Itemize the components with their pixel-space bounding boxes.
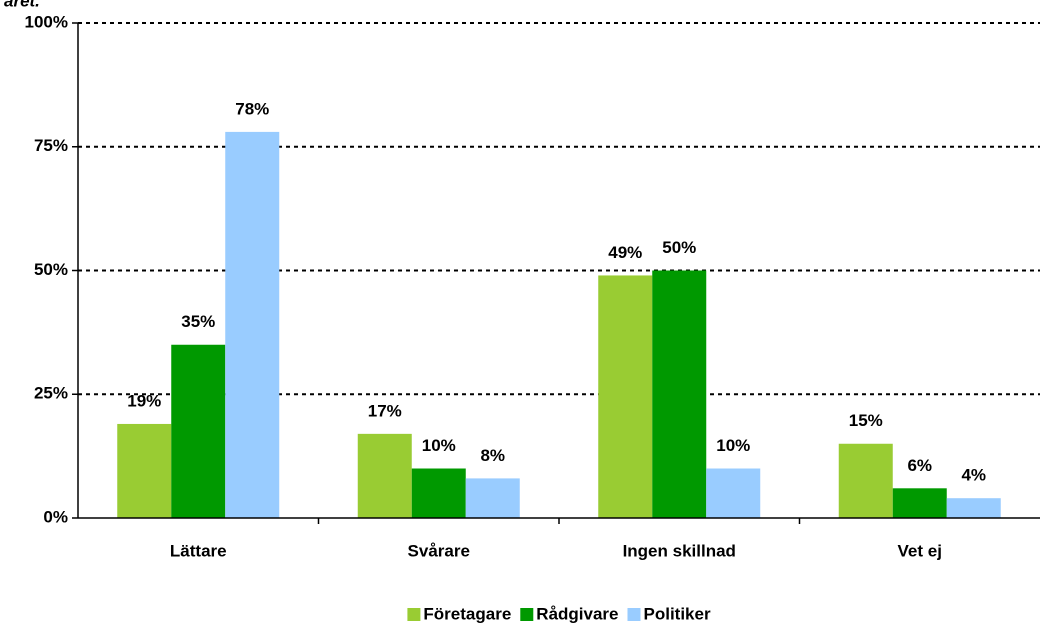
- legend-label: Företagare: [423, 604, 511, 623]
- bar: [171, 344, 226, 518]
- y-tick-label: 100%: [25, 12, 68, 31]
- x-tick-label: Lättare: [170, 541, 227, 560]
- bar: [225, 131, 280, 518]
- value-label: 10%: [716, 436, 750, 455]
- bar: [465, 478, 520, 518]
- chart-title: året.: [4, 0, 40, 10]
- value-label: 35%: [181, 312, 215, 331]
- value-label: 19%: [127, 391, 161, 410]
- bar: [838, 443, 893, 518]
- value-label: 4%: [961, 466, 986, 485]
- value-label: 10%: [422, 436, 456, 455]
- bar: [117, 423, 172, 518]
- x-tick-label: Ingen skillnad: [623, 541, 736, 560]
- y-tick-label: 50%: [34, 260, 68, 279]
- value-label: 17%: [368, 401, 402, 420]
- value-label: 78%: [235, 99, 269, 118]
- value-label: 50%: [662, 238, 696, 257]
- legend-label: Politiker: [643, 604, 710, 623]
- y-tick-label: 75%: [34, 136, 68, 155]
- value-label: 8%: [480, 446, 505, 465]
- x-tick-label: Svårare: [408, 541, 470, 560]
- x-tick-label: Vet ej: [898, 541, 942, 560]
- value-label: 6%: [907, 456, 932, 475]
- bar: [946, 498, 1001, 518]
- y-tick-label: 25%: [34, 384, 68, 403]
- bar: [706, 468, 761, 518]
- bar: [892, 488, 947, 518]
- bar: [652, 270, 707, 518]
- value-label: 15%: [849, 411, 883, 430]
- legend-swatch: [407, 608, 421, 621]
- bar: [411, 468, 466, 518]
- legend-swatch: [520, 608, 534, 621]
- legend-swatch: [627, 608, 641, 621]
- y-tick-label: 0%: [43, 507, 68, 526]
- legend-label: Rådgivare: [536, 604, 618, 623]
- legend: Företagare Rådgivare Politiker: [407, 604, 711, 623]
- value-label: 49%: [608, 243, 642, 262]
- bar: [598, 275, 653, 518]
- bar: [357, 433, 412, 518]
